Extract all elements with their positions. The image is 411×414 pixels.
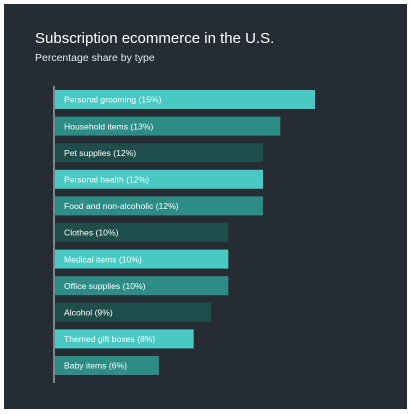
bar-label: Baby items (6%)	[64, 361, 127, 371]
chart-subtitle: Percentage share by type	[35, 52, 155, 64]
bar	[55, 116, 281, 136]
bar-label: Clothes (10%)	[64, 228, 119, 238]
bar	[55, 90, 315, 109]
bar-label: Themed gift boxes (8%)	[64, 334, 155, 344]
bar-label: Household items (13%)	[64, 121, 153, 131]
bar-label: Pet supplies (12%)	[64, 148, 136, 158]
bar-label: Medical items (10%)	[64, 254, 142, 264]
bar	[55, 276, 229, 296]
bar-label: Alcohol (9%)	[64, 308, 113, 318]
bar	[55, 223, 229, 242]
bar	[55, 356, 159, 375]
bar-label: Personal health (12%)	[64, 175, 149, 185]
bar-group: Personal grooming (15%) Household items (…	[55, 90, 315, 375]
bar-label: Office supplies (10%)	[64, 281, 146, 291]
bar	[55, 143, 263, 163]
bar-label: Personal grooming (15%)	[64, 95, 162, 105]
bar	[55, 302, 211, 322]
bar	[55, 249, 229, 269]
bar	[55, 196, 263, 216]
bar	[55, 169, 263, 189]
bar-label: Food and non-alcoholic (12%)	[64, 201, 179, 211]
chart-title: Subscription ecommerce in the U.S.	[35, 30, 275, 47]
bar	[55, 329, 194, 349]
